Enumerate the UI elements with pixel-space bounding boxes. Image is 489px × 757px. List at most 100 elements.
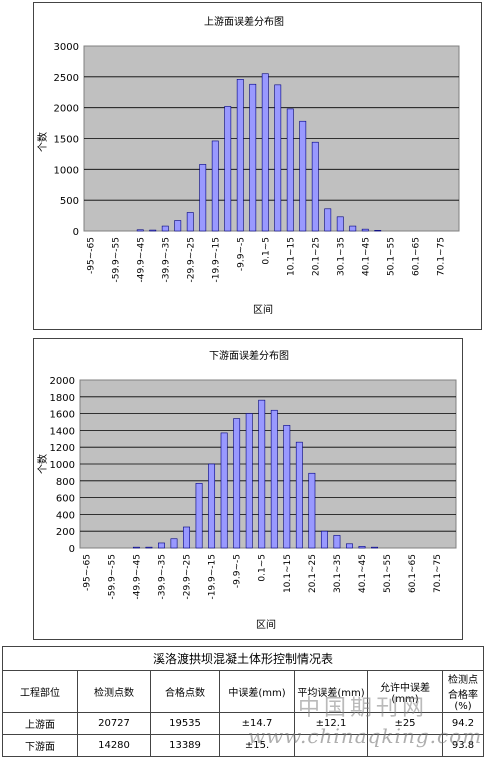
data-table: 工程部位 检测点数 合格点数 中误差(mm) 平均误差(mm) 允许中误差(mm… bbox=[2, 670, 484, 757]
y-tick-label: 1500 bbox=[54, 135, 79, 146]
x-tick-label: 30.1~35 bbox=[333, 554, 343, 593]
header-cell: 允许中误差(mm) bbox=[367, 670, 443, 713]
x-tick-label: 40.1~45 bbox=[361, 237, 371, 276]
y-tick-label: 500 bbox=[60, 196, 79, 207]
header-cell: 合格点数 bbox=[150, 670, 220, 713]
table-cell: 93.8 bbox=[442, 734, 484, 757]
bar bbox=[161, 225, 169, 232]
y-tick-label: 1800 bbox=[50, 393, 75, 404]
bar bbox=[333, 535, 341, 549]
bar bbox=[283, 425, 291, 549]
x-tick-label: 20.1~25 bbox=[308, 554, 318, 593]
x-tick-label: -9.9~-5 bbox=[236, 237, 246, 271]
bar bbox=[361, 228, 369, 232]
header-cell: 工程部位 bbox=[2, 670, 78, 713]
header-cell: 检测点合格率(%) bbox=[442, 670, 484, 713]
y-tick-label: 1000 bbox=[54, 165, 79, 176]
table-cell: ±12.1 bbox=[294, 712, 368, 735]
x-tick-label: -39.9~-35 bbox=[161, 237, 171, 283]
bar bbox=[308, 472, 316, 549]
y-axis-label: 个数 bbox=[36, 132, 49, 152]
control-table: 溪洛渡拱坝混凝土体形控制情况表 工程部位 检测点数 合格点数 中误差(mm) 平… bbox=[2, 646, 484, 757]
bar bbox=[145, 546, 153, 549]
header-cell: 平均误差(mm) bbox=[294, 670, 368, 713]
header-cell: 检测点数 bbox=[77, 670, 151, 713]
table-cell: 94.2 bbox=[442, 712, 484, 735]
table-cell: 19535 bbox=[150, 712, 220, 735]
header-cell: 中误差(mm) bbox=[219, 670, 295, 713]
x-tick-label: 10.1~15 bbox=[283, 554, 293, 593]
x-tick-label: -9.9~-5 bbox=[233, 554, 243, 588]
x-tick-label: 70.1~75 bbox=[433, 554, 443, 593]
bar bbox=[136, 229, 144, 232]
bar bbox=[132, 546, 140, 549]
x-tick-label: -19.9~-15 bbox=[211, 237, 221, 283]
bar bbox=[249, 83, 257, 232]
bar bbox=[158, 542, 165, 549]
downstream-chart-svg: 下游面误差分布图 0 200 400 600 800 1000 1200 1400 1600 180… bbox=[36, 349, 457, 631]
table-cell: ±14.7 bbox=[219, 712, 295, 735]
x-tick-label: -49.9~-45 bbox=[132, 554, 142, 600]
y-tick-label: 0 bbox=[69, 544, 75, 555]
x-tick-label: 10.1~15 bbox=[286, 237, 296, 276]
table-cell: 20727 bbox=[77, 712, 151, 735]
x-tick-label: 0.1~5 bbox=[258, 554, 268, 582]
bar bbox=[274, 84, 282, 232]
x-tick-label: 60.1~65 bbox=[411, 237, 421, 276]
bar bbox=[349, 225, 357, 232]
bar bbox=[270, 409, 278, 549]
bar bbox=[211, 140, 219, 232]
bar bbox=[320, 530, 328, 549]
table-cell: 上游面 bbox=[2, 712, 78, 735]
bar bbox=[174, 220, 182, 232]
downstream-chart: 下游面误差分布图 0 200 400 600 800 1000 1200 1400 1600 180… bbox=[33, 338, 463, 640]
x-tick-label: 0.1~5 bbox=[261, 237, 271, 265]
x-tick-label: -49.9~-45 bbox=[136, 237, 146, 283]
y-tick-label: 1600 bbox=[50, 410, 75, 421]
bar bbox=[258, 399, 266, 549]
bar bbox=[183, 526, 190, 549]
bar bbox=[224, 106, 232, 232]
table-title: 溪洛渡拱坝混凝土体形控制情况表 bbox=[2, 646, 484, 670]
x-tick-label: -59.9~-55 bbox=[107, 554, 117, 600]
x-tick-label: -95~-65 bbox=[86, 237, 96, 274]
x-tick-label: 30.1~35 bbox=[336, 237, 346, 276]
bar bbox=[245, 413, 253, 549]
bar bbox=[233, 418, 241, 549]
x-tick-label: -59.9~-55 bbox=[111, 237, 121, 283]
x-tick-label: 20.1~25 bbox=[311, 237, 321, 276]
bar bbox=[261, 73, 269, 232]
upstream-chart-svg: 上游面误差分布图 0 500 1000 1500 2000 2500 3000 -95~-65 -… bbox=[36, 15, 460, 316]
bar bbox=[195, 483, 203, 549]
x-tick-label: -39.9~-35 bbox=[157, 554, 167, 600]
table-row: 上游面 20727 19535 ±14.7 ±12.1 ±25 94.2 bbox=[2, 712, 484, 735]
table-header-row: 工程部位 检测点数 合格点数 中误差(mm) 平均误差(mm) 允许中误差(mm… bbox=[2, 670, 484, 713]
upstream-chart: 上游面误差分布图 0 500 1000 1500 2000 2500 3000 -95~-65 -… bbox=[33, 2, 482, 330]
table-cell: 13389 bbox=[150, 734, 220, 757]
x-tick-label: -19.9~-15 bbox=[208, 554, 218, 600]
x-tick-label: 60.1~65 bbox=[408, 554, 418, 593]
x-tick-label: -29.9~-25 bbox=[183, 554, 193, 600]
table-row: 下游面 14280 13389 ±15. 93.8 bbox=[2, 734, 484, 757]
bar bbox=[371, 546, 378, 549]
table-cell: 14280 bbox=[77, 734, 151, 757]
y-tick-label: 200 bbox=[56, 527, 75, 538]
bar bbox=[358, 546, 366, 549]
bar bbox=[295, 441, 303, 549]
y-tick-label: 3000 bbox=[54, 42, 79, 53]
x-tick-label: 40.1~45 bbox=[358, 554, 368, 593]
bar bbox=[199, 164, 207, 232]
chart-title: 上游面误差分布图 bbox=[204, 15, 284, 28]
y-tick-label: 1200 bbox=[50, 443, 75, 454]
bar bbox=[236, 79, 244, 232]
y-tick-label: 0 bbox=[73, 227, 79, 238]
x-tick-label: 50.1~55 bbox=[383, 554, 393, 593]
x-tick-label: 70.1~75 bbox=[436, 237, 446, 276]
bar bbox=[299, 120, 307, 232]
table-cell bbox=[294, 734, 368, 757]
bar bbox=[374, 230, 382, 232]
bar bbox=[324, 208, 332, 232]
bar bbox=[286, 108, 294, 232]
bar bbox=[149, 229, 157, 232]
bar bbox=[336, 216, 344, 232]
